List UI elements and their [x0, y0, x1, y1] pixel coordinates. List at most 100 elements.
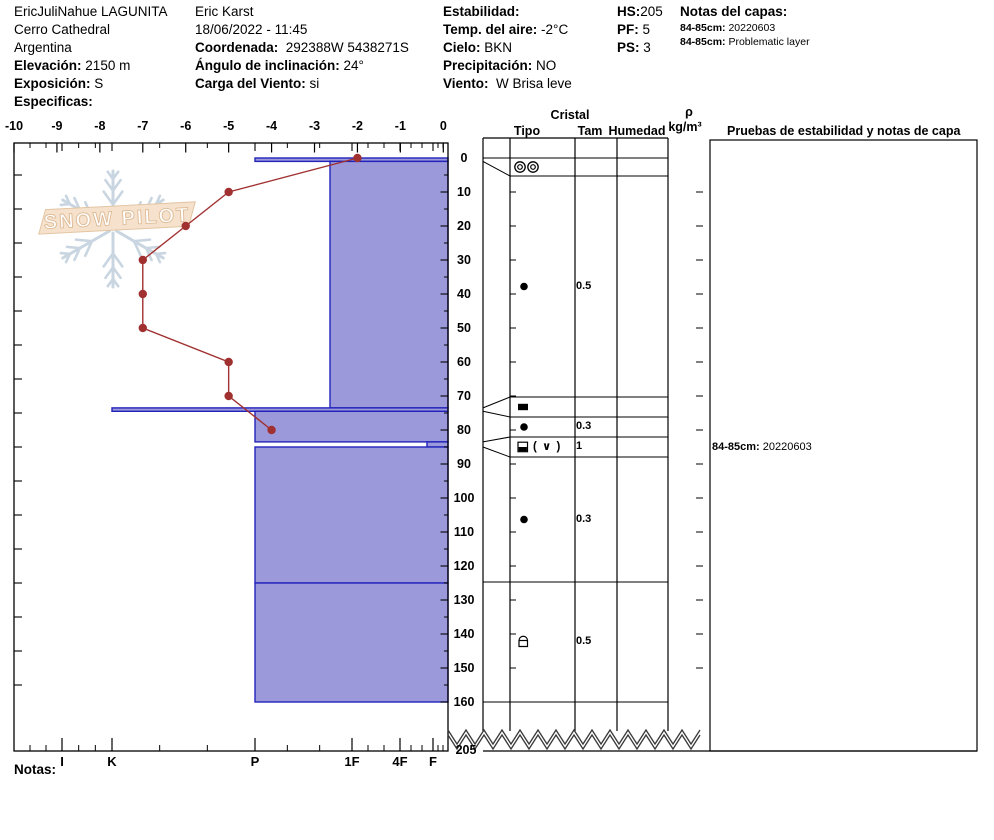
- air-temp-value: -2°C: [541, 22, 569, 37]
- aspect-label: Exposición:: [14, 76, 91, 91]
- notas-label: Notas:: [14, 762, 57, 777]
- depth-axis-label: 40: [457, 286, 471, 301]
- snowflake-twig: [65, 245, 82, 250]
- wind-label: Viento:: [443, 76, 489, 91]
- temperature-line: [142, 157, 358, 431]
- precip-value: NO: [536, 58, 557, 73]
- crystal-mfcr-icon: [514, 161, 526, 173]
- crystal-rg-icon: [520, 282, 528, 291]
- layer-note-2-range: 84-85cm:: [680, 36, 726, 48]
- crystal-fcsf-icon: [518, 447, 527, 452]
- pit-name: EricJuliNahue LAGUNITA: [14, 4, 168, 19]
- slope-angle-line: Ángulo de inclinación: 24°: [195, 57, 409, 75]
- slope-angle-label: Ángulo de inclinación:: [195, 58, 340, 73]
- hs-line: HS:205: [617, 3, 663, 21]
- observer-name: Eric Karst: [195, 4, 254, 19]
- snowflake-twig: [111, 252, 124, 268]
- crystal-mfcr-icon: [517, 164, 523, 170]
- air-temp-line: Temp. del aire: -2°C: [443, 21, 572, 39]
- hardness-axis-label: 4F: [392, 754, 408, 769]
- pit-location: Cerro Cathedral: [14, 22, 111, 37]
- temp-tick-label: -1: [394, 119, 406, 133]
- temperature-point: [138, 289, 147, 299]
- wind-value: W Brisa leve: [496, 76, 572, 91]
- col-header-rho-units: kg/m³: [668, 120, 702, 134]
- snowflake-twig: [59, 202, 72, 207]
- temperature-point: [224, 391, 233, 401]
- depth-axis-label: 90: [457, 456, 471, 471]
- snowflake-twig: [104, 178, 115, 193]
- layer-note-1-range: 84-85cm:: [680, 22, 726, 34]
- temperature-point: [267, 425, 276, 435]
- pf-label: PF:: [617, 22, 639, 37]
- crystal-size-value: 0.5: [576, 279, 592, 292]
- aspect-value: S: [94, 76, 104, 91]
- snowflake-twig: [106, 277, 115, 288]
- layer-note-2: 84-85cm: Problematic layer: [680, 35, 810, 49]
- temperature-point: [224, 187, 233, 197]
- snowflake-twig: [104, 265, 115, 280]
- depth-axis-label: 120: [453, 558, 475, 573]
- col-header-humedad: Humedad: [608, 124, 666, 138]
- depth-axis-label: 30: [457, 252, 471, 267]
- wind-loading-label: Carga del Viento:: [195, 76, 306, 91]
- pf-line: PF: 5: [617, 21, 663, 39]
- temperature-point: [224, 357, 233, 367]
- crystal-size-value: 0.5: [576, 635, 592, 647]
- snowflake-twig: [83, 239, 94, 258]
- wind-loading-value: si: [309, 76, 320, 91]
- precip-label: Precipitación:: [443, 58, 533, 73]
- col-header-pruebas: Pruebas de estabilidad y notas de capa: [727, 124, 961, 138]
- depth-break-zigzag: [447, 733, 701, 751]
- crystal-rg-icon: [520, 515, 528, 524]
- pit-datetime: 18/06/2022 - 11:45: [195, 22, 308, 37]
- table-layer-note-value: 20220603: [762, 441, 812, 453]
- crystal-size-value: 0.3: [576, 512, 592, 525]
- temperature-point: [138, 323, 147, 333]
- total-depth-label: 205: [455, 743, 477, 757]
- header-col-hs: HS:205 PF: 5 PS: 3: [617, 3, 663, 57]
- ps-label: PS:: [617, 40, 640, 55]
- hardness-axis-label: F: [429, 754, 437, 769]
- hs-label: HS:: [617, 4, 641, 19]
- snowflake-twig: [111, 178, 122, 193]
- depth-axis-label: 160: [453, 694, 475, 709]
- hardness-axis-label: K: [107, 754, 117, 769]
- snowflake-twig: [106, 170, 115, 181]
- layer-fan-connector: [482, 446, 511, 458]
- hardness-axis-label: 1F: [344, 754, 360, 769]
- hardness-bar-layer-1: [329, 160, 449, 409]
- snowflake-twig: [73, 246, 82, 262]
- temp-tick-label: -3: [308, 119, 321, 133]
- temp-tick-label: -4: [266, 119, 278, 133]
- logo-banner: SNOW PILOT: [38, 201, 196, 235]
- crystal-size-value: 1: [576, 440, 583, 452]
- hs-value: 205: [640, 4, 663, 19]
- temp-tick-label: -8: [94, 119, 106, 133]
- snowflake-twig: [74, 238, 94, 243]
- snowflake-twig: [111, 277, 120, 288]
- table-layer-note: 84-85cm: 20220603: [712, 441, 812, 453]
- aspect-line: Exposición: S: [14, 75, 168, 93]
- header-col-weather: Estabilidad: Temp. del aire: -2°C Cielo:…: [443, 3, 572, 93]
- sky-value: BKN: [484, 40, 513, 55]
- depth-axis-label: 50: [457, 320, 471, 335]
- snowflake-twig: [144, 246, 153, 262]
- depth-axis-label: 100: [453, 490, 475, 505]
- temp-tick-label: -2: [351, 119, 363, 133]
- temp-tick-label: -9: [51, 119, 63, 133]
- pit-region: Argentina: [14, 40, 72, 55]
- header-col-site: EricJuliNahue LAGUNITA Cerro Cathedral A…: [14, 3, 168, 111]
- crystal-fcsf-icon: [517, 441, 529, 453]
- col-header-cristal: Cristal: [550, 108, 590, 122]
- depth-axis-label: 10: [457, 184, 471, 199]
- hardness-axis-label: P: [250, 754, 260, 769]
- hardness-bar-layer-3: [254, 410, 449, 443]
- ps-line: PS: 3: [617, 39, 663, 57]
- hardness-bar-layer-5: [254, 446, 449, 584]
- crystal-if-icon: [518, 403, 528, 411]
- crystal-mfcr-icon: [527, 161, 539, 173]
- layer-notes-header: Notas del capas:: [680, 4, 788, 19]
